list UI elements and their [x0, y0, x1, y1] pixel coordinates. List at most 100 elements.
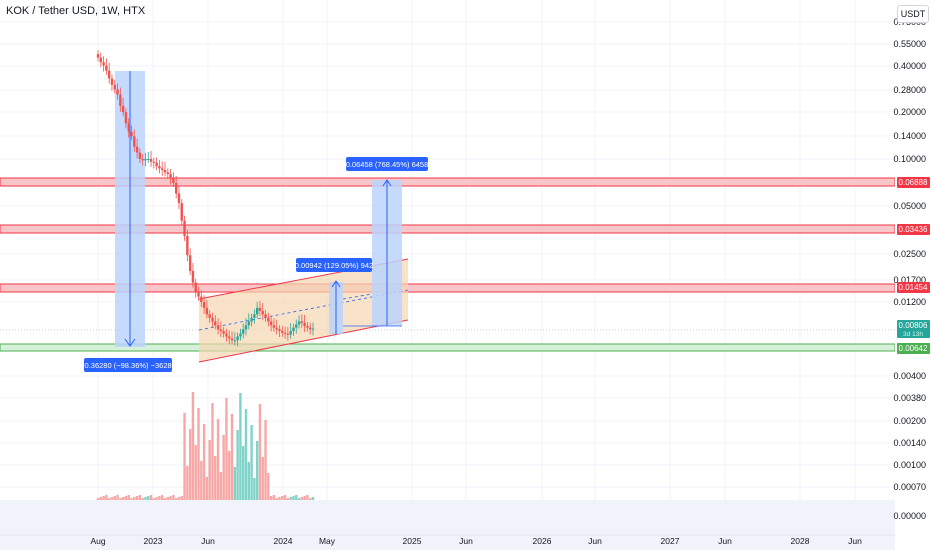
- volume-bar: [166, 497, 170, 500]
- volume-bar: [183, 413, 186, 500]
- price-axis-bg: [895, 0, 932, 550]
- volume-bar: [216, 419, 220, 500]
- volume-bar: [141, 498, 144, 500]
- grid: [0, 0, 895, 500]
- price-tick-label: 0.55000: [893, 39, 926, 49]
- volume-bar: [169, 496, 172, 500]
- price-badge: [897, 343, 930, 354]
- candle-body: [130, 131, 133, 137]
- volume-bar: [96, 498, 100, 500]
- volume-bar: [225, 398, 228, 500]
- volume-bar: [121, 497, 125, 500]
- volume-bar: [135, 496, 139, 500]
- volume-bar: [163, 498, 167, 500]
- volume-bar: [214, 456, 217, 500]
- candle-body: [119, 94, 122, 106]
- candle-body: [219, 329, 223, 332]
- candle-body: [144, 158, 147, 161]
- price-tick-label: 0.02500: [893, 249, 926, 259]
- candle-body: [214, 321, 217, 326]
- candle-body: [121, 105, 125, 113]
- candle-body: [188, 255, 192, 272]
- candle-body: [96, 54, 100, 58]
- candle-body: [202, 302, 206, 308]
- volume-bar: [161, 495, 164, 500]
- time-tick-label: 2024: [274, 536, 293, 546]
- chart-title: KOK / Tether USD, 1W, HTX: [6, 5, 146, 17]
- candle-body: [191, 271, 195, 283]
- volume-bar: [292, 496, 295, 500]
- measure-target-dashed: [342, 293, 373, 300]
- candle-body: [247, 321, 250, 326]
- price-badge-label: 0.06888: [899, 178, 928, 187]
- price-badge: [897, 177, 930, 188]
- volume-bar: [228, 451, 231, 500]
- price-tick-label: 0.01700: [893, 275, 926, 285]
- volume-bar: [188, 429, 192, 500]
- candle-body: [306, 326, 309, 328]
- currency-button[interactable]: USDT: [897, 5, 929, 23]
- candle-body: [169, 174, 172, 179]
- measure-small-arrowhead: [331, 280, 341, 288]
- volume-bar: [172, 495, 175, 500]
- volume-bar: [158, 496, 161, 500]
- volume-bar: [110, 497, 114, 500]
- candle-body: [300, 321, 304, 323]
- candle-body: [205, 307, 209, 315]
- volume-bar: [191, 392, 195, 500]
- candle-body: [155, 162, 158, 167]
- volume-bar: [272, 495, 276, 500]
- candle-body: [297, 321, 301, 325]
- volume-bar: [174, 498, 178, 500]
- volume-bar: [258, 404, 262, 500]
- candle-body: [177, 193, 181, 204]
- volume-bar: [264, 420, 267, 500]
- volume-bar: [275, 498, 278, 500]
- candle-body: [311, 328, 315, 330]
- volume-bar: [244, 409, 248, 500]
- time-tick-label: 2026: [533, 536, 552, 546]
- candle-body: [239, 333, 242, 337]
- volume-bar: [177, 497, 181, 500]
- volume-bar: [306, 495, 309, 500]
- candle-body: [269, 321, 273, 326]
- volume-bar: [138, 495, 142, 500]
- candle-body: [228, 336, 231, 339]
- candles: [96, 50, 315, 347]
- volume-bar: [133, 497, 136, 500]
- price-tick-label: 0.20000: [893, 107, 926, 117]
- volume-bar: [186, 466, 189, 500]
- volume-bar: [113, 496, 116, 500]
- volume-bar: [180, 496, 183, 500]
- candle-body: [158, 166, 161, 169]
- volume-bar: [208, 440, 211, 500]
- volume-bar: [295, 495, 298, 500]
- channel-fill: [199, 259, 408, 362]
- measure-label-drop-text: −0.36280 (−98.36%) −36280: [80, 361, 176, 370]
- time-tick-label: 2028: [791, 536, 810, 546]
- candle-body: [194, 282, 197, 292]
- candle-body: [261, 311, 264, 315]
- volume-bar: [99, 497, 102, 500]
- volume-bar: [155, 497, 158, 500]
- volume-bar: [247, 462, 250, 500]
- price-tick-label: 0.10000: [893, 154, 926, 164]
- price-badge: [897, 224, 930, 235]
- candle-body: [211, 317, 214, 322]
- volume-bar: [281, 496, 284, 500]
- candle-body: [180, 203, 183, 221]
- candle-body: [107, 70, 111, 79]
- volume-bar: [303, 496, 306, 500]
- candle-body: [127, 123, 130, 132]
- candle-body: [149, 158, 153, 162]
- price-tick-label: 0.00400: [893, 371, 926, 381]
- volume-bar: [311, 497, 315, 500]
- measure-boxes: [115, 71, 402, 347]
- time-tick-label: Jun: [588, 536, 602, 546]
- measure-label-small: 0.00942 (129.05%) 942: [295, 258, 373, 272]
- volume-bar: [211, 403, 214, 500]
- time-tick-label: Jun: [201, 536, 215, 546]
- candle-body: [141, 158, 144, 161]
- candle-body: [208, 314, 211, 318]
